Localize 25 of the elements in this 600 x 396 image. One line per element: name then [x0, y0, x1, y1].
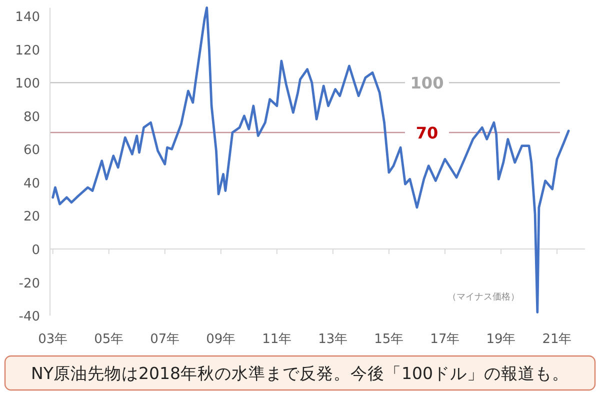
- x-tick-label: 05年: [94, 332, 124, 347]
- y-tick-label: 140: [15, 10, 40, 26]
- annotation: （マイナス価格）: [447, 292, 520, 303]
- y-tick-label: 80: [23, 110, 40, 125]
- x-tick-label: 13年: [318, 332, 348, 347]
- y-tick-label: 0: [32, 243, 40, 258]
- y-tick-label: 60: [23, 143, 40, 158]
- x-tick-label: 15年: [374, 332, 404, 347]
- x-tick-label: 21年: [542, 332, 572, 347]
- x-tick-label: 03年: [38, 332, 68, 347]
- y-tick-label: 20: [23, 210, 40, 225]
- x-tick-label: 11年: [262, 332, 292, 347]
- x-tick-label: 19年: [486, 332, 516, 347]
- line-series: [52, 6, 570, 314]
- x-tick-label: 17年: [430, 332, 460, 347]
- y-tick-label: -20: [18, 276, 40, 292]
- ref-line-label: 100: [410, 74, 444, 93]
- x-tick-label: 09年: [206, 332, 236, 347]
- y-tick-label: 120: [15, 43, 40, 58]
- x-tick-label: 07年: [150, 332, 180, 347]
- y-tick-label: 40: [23, 176, 40, 192]
- text: NY原油先物は2018年秋の水準まで反発。今後「100ドル」の報道も。: [31, 364, 569, 383]
- y-tick-label: 100: [15, 76, 40, 92]
- y-tick-label: -40: [18, 310, 40, 325]
- ref-line-label: 70: [416, 124, 438, 143]
